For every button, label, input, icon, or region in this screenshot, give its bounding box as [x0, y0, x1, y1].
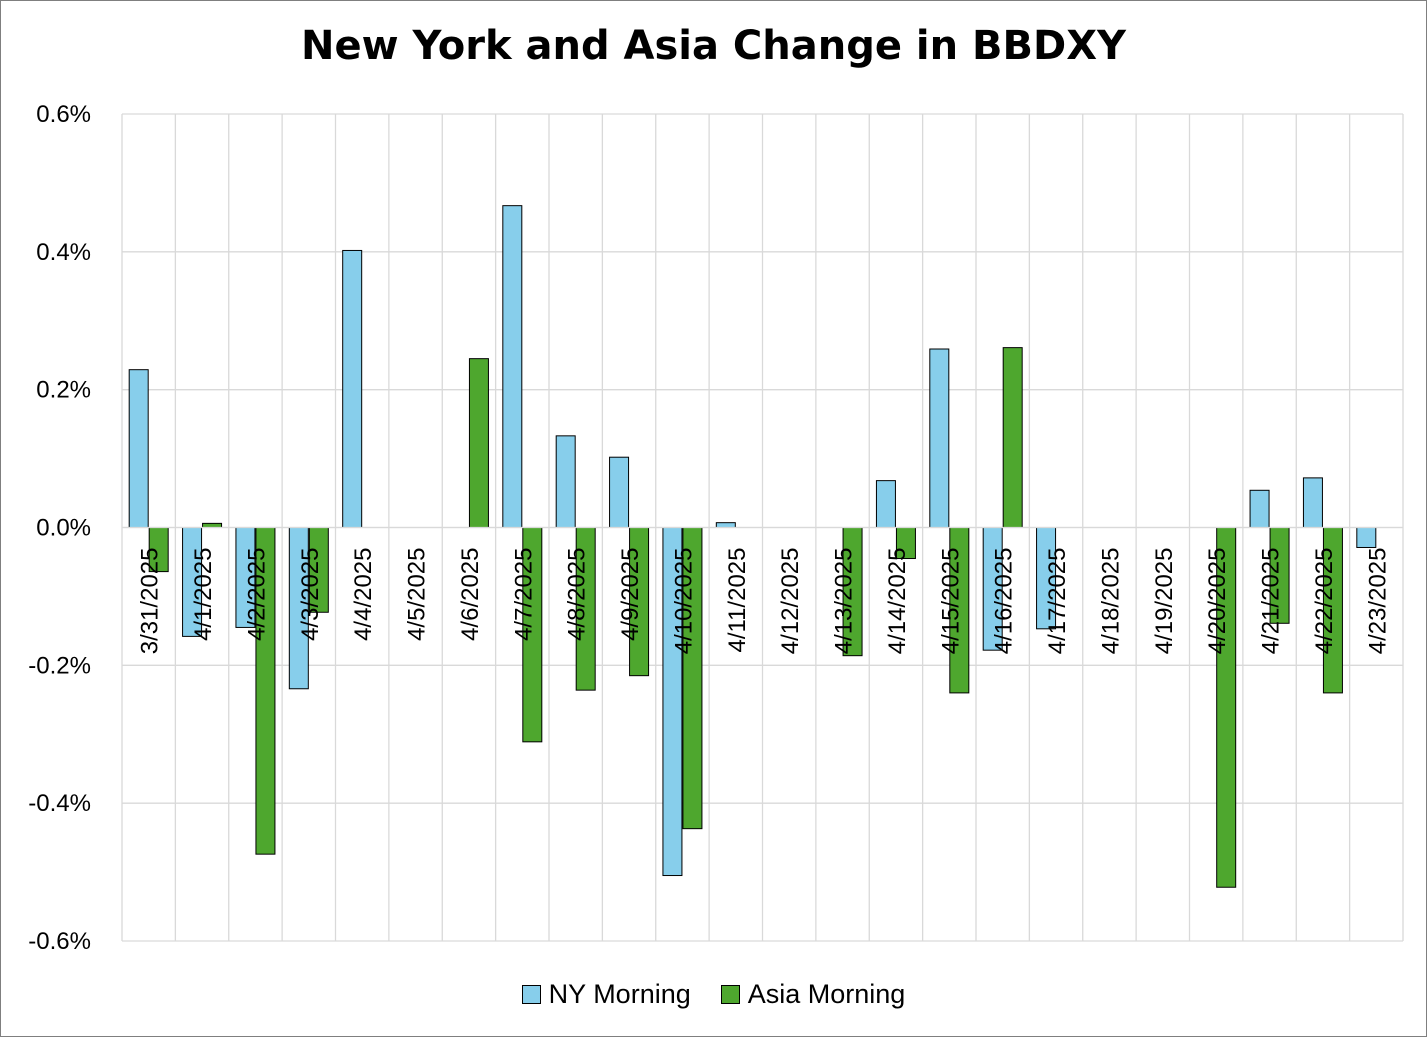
- y-tick-label: 0.4%: [36, 239, 91, 266]
- x-tick-label: 3/31/2025: [137, 548, 164, 655]
- legend-swatch-ny-morning: [521, 985, 541, 1004]
- x-tick-label: 4/7/2025: [510, 548, 537, 641]
- x-tick-label: 4/3/2025: [297, 548, 324, 641]
- x-tick-label: 4/5/2025: [404, 548, 431, 641]
- bar-ny-morning: [1356, 527, 1377, 548]
- x-tick-label: 4/17/2025: [1044, 548, 1071, 655]
- legend-label-ny-morning: NY Morning: [548, 979, 691, 1009]
- chart-title: New York and Asia Change in BBDXY: [300, 23, 1127, 69]
- y-tick-label: 0.2%: [36, 377, 91, 404]
- bar-ny-morning: [609, 456, 630, 528]
- x-tick-label: 4/10/2025: [670, 548, 697, 655]
- x-tick-label: 4/2/2025: [243, 548, 270, 641]
- y-tick-label: 0.6%: [36, 101, 91, 128]
- x-tick-label: 4/19/2025: [1151, 548, 1178, 655]
- bar-ny-morning: [502, 205, 523, 528]
- y-tick-label: 0.0%: [36, 515, 91, 542]
- x-tick-label: 4/1/2025: [190, 548, 217, 641]
- bar-ny-morning: [342, 249, 363, 529]
- x-tick-label: 4/9/2025: [617, 548, 644, 641]
- x-tick-label: 4/8/2025: [564, 548, 591, 641]
- legend-item-ny-morning: NY Morning: [521, 979, 691, 1010]
- bar-ny-morning: [929, 348, 950, 528]
- legend-item-asia-morning: Asia Morning: [720, 979, 906, 1010]
- legend-swatch-asia-morning: [720, 985, 740, 1004]
- x-tick-label: 4/18/2025: [1097, 548, 1124, 655]
- x-tick-label: 4/20/2025: [1204, 548, 1231, 655]
- chart-legend: NY Morning Asia Morning: [1, 979, 1426, 1010]
- bar-asia-morning: [468, 358, 489, 529]
- bar-ny-morning: [128, 369, 149, 529]
- x-tick-label: 4/22/2025: [1311, 548, 1338, 655]
- bar-ny-morning: [715, 522, 736, 529]
- legend-label-asia-morning: Asia Morning: [747, 979, 906, 1009]
- bar-ny-morning: [1302, 477, 1323, 529]
- x-tick-label: 4/23/2025: [1364, 548, 1391, 655]
- bar-ny-morning: [875, 480, 896, 528]
- x-tick-label: 4/14/2025: [884, 548, 911, 655]
- y-tick-label: -0.2%: [28, 652, 91, 679]
- x-tick-label: 4/6/2025: [457, 548, 484, 641]
- x-tick-label: 4/13/2025: [831, 548, 858, 655]
- x-tick-label: 4/21/2025: [1258, 548, 1285, 655]
- x-tick-label: 4/15/2025: [937, 548, 964, 655]
- y-tick-label: -0.6%: [28, 928, 91, 955]
- x-tick-label: 4/12/2025: [777, 548, 804, 655]
- x-tick-label: 4/4/2025: [350, 548, 377, 641]
- x-tick-label: 4/16/2025: [991, 548, 1018, 655]
- bar-ny-morning: [1249, 489, 1270, 529]
- bar-ny-morning: [555, 435, 576, 528]
- y-tick-label: -0.4%: [28, 790, 91, 817]
- x-tick-label: 4/11/2025: [724, 548, 751, 653]
- bar-asia-morning: [1002, 347, 1023, 528]
